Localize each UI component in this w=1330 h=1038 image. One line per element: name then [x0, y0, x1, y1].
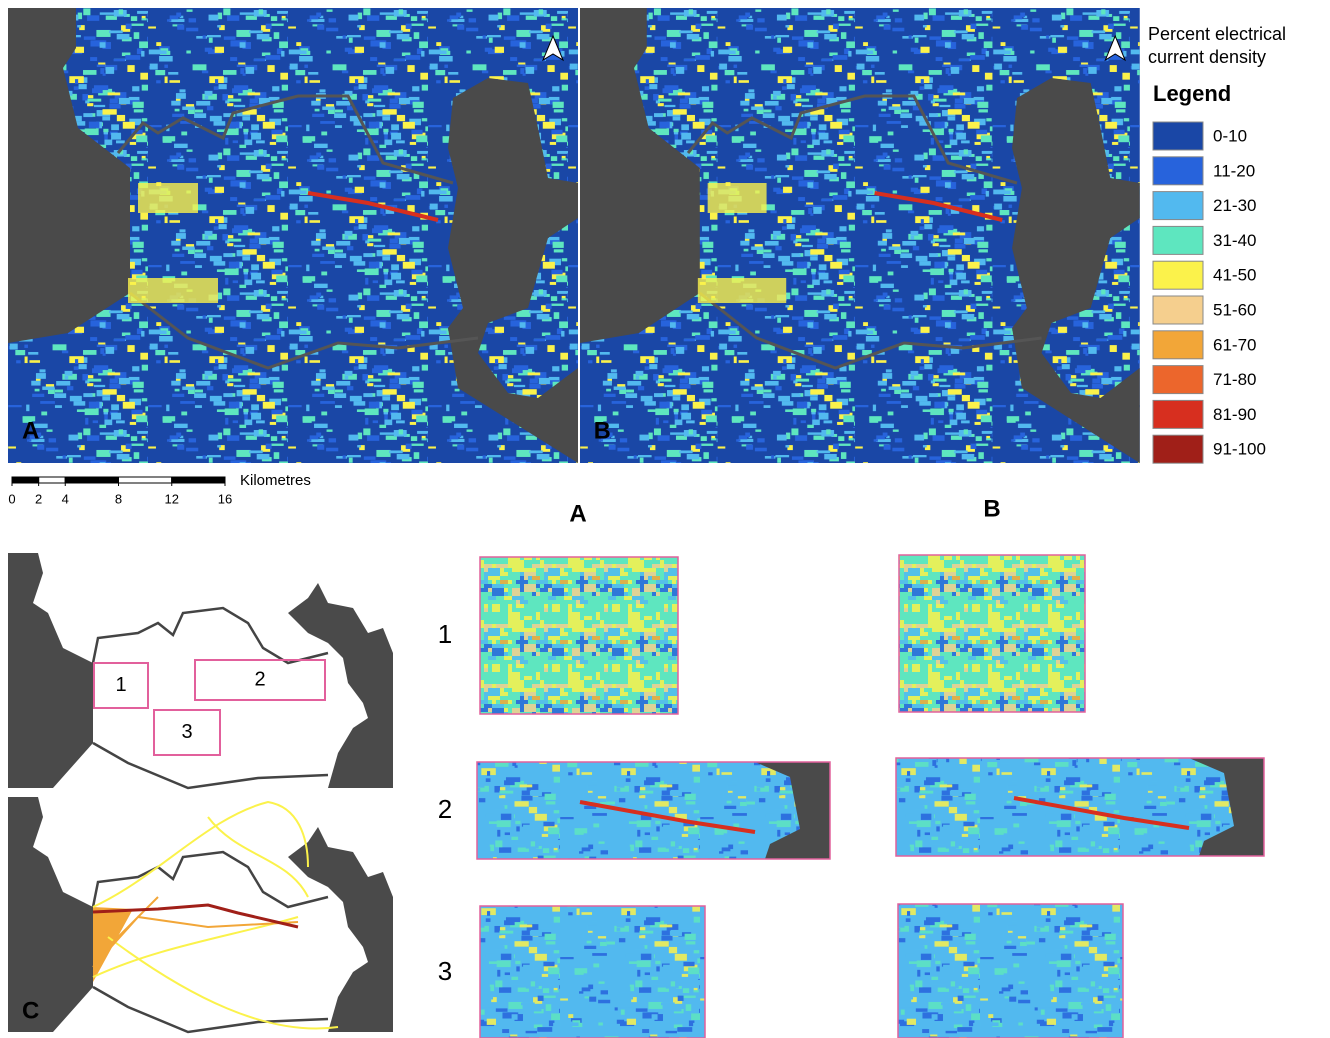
map-panel: A	[8, 8, 578, 463]
legend-swatch	[1153, 400, 1203, 428]
legend-swatch	[1153, 331, 1203, 359]
scale-tick-label: 12	[165, 491, 179, 506]
context-label: C	[22, 997, 39, 1024]
zoom-box-label: 1	[115, 674, 126, 696]
legend-caption: current density	[1148, 47, 1266, 67]
map	[580, 8, 1140, 463]
legend-swatch	[1153, 261, 1203, 289]
legend-label: 0-10	[1213, 126, 1247, 145]
scale-tick-label: 8	[115, 491, 122, 506]
inset-texture	[898, 904, 1123, 1038]
scale-segment	[65, 477, 118, 483]
legend-caption: Percent electrical	[1148, 24, 1286, 44]
zoom-box-label: 2	[254, 668, 265, 690]
column-header: B	[983, 495, 1000, 522]
map-label: B	[594, 417, 611, 444]
context-map: C	[8, 797, 393, 1032]
legend-label: 71-80	[1213, 370, 1256, 389]
legend-label: 31-40	[1213, 231, 1256, 250]
legend-swatch	[1153, 157, 1203, 185]
figure: A B Percent electrical current density Legen…	[0, 0, 1330, 1038]
row-label: 3	[438, 956, 452, 986]
legend-title: Legend	[1153, 81, 1231, 106]
scale-segment	[12, 477, 39, 483]
legend-swatch	[1153, 435, 1203, 463]
row-label: 2	[438, 794, 452, 824]
scale-tick-label: 16	[218, 491, 232, 506]
context-map: 1 2 3	[8, 553, 393, 788]
scale-segment	[119, 477, 172, 483]
legend-swatch	[1153, 122, 1203, 150]
row-label: 1	[438, 619, 452, 649]
legend-label: 51-60	[1213, 300, 1256, 319]
legend-label: 61-70	[1213, 335, 1256, 354]
inset-texture	[899, 555, 1085, 712]
inset-texture	[480, 906, 705, 1038]
legend-swatch	[1153, 296, 1203, 324]
scale-tick-label: 0	[8, 491, 15, 506]
scale-segment	[39, 477, 66, 483]
legend-swatch	[1153, 226, 1203, 254]
map	[8, 553, 393, 788]
map-panel: B	[580, 8, 1140, 463]
legend-label: 21-30	[1213, 196, 1256, 215]
legend-label: 11-20	[1213, 161, 1255, 180]
legend-swatch	[1153, 366, 1203, 394]
zoom-box-label: 3	[181, 721, 192, 743]
legend-label: 41-50	[1213, 266, 1256, 285]
scale-tick-label: 4	[62, 491, 69, 506]
map-label: A	[22, 417, 39, 444]
scale-unit: Kilometres	[240, 472, 311, 489]
map	[8, 8, 578, 463]
scale-tick-label: 2	[35, 491, 42, 506]
legend-label: 81-90	[1213, 405, 1256, 424]
scale-segment	[172, 477, 225, 483]
inset-texture	[480, 557, 678, 714]
legend-swatch	[1153, 192, 1203, 220]
legend-label: 91-100	[1213, 440, 1266, 459]
column-header: A	[569, 500, 586, 527]
